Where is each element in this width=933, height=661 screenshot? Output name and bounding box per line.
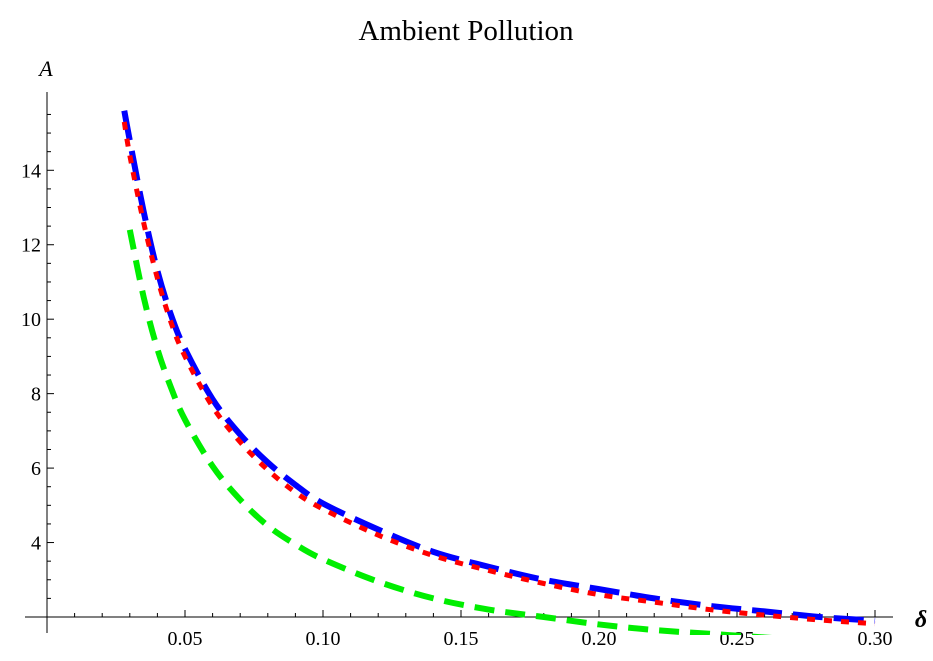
y-axis-label: A bbox=[37, 56, 53, 81]
y-tick-label: 12 bbox=[21, 235, 41, 257]
x-ticks: 0.05 0.10 0.15 0.20 0.25 0.30 bbox=[74, 610, 893, 650]
y-tick-label: 8 bbox=[31, 384, 41, 406]
y-tick-label: 6 bbox=[31, 458, 41, 480]
x-tick-label: 0.10 bbox=[306, 628, 341, 650]
x-tick-label: 0.30 bbox=[858, 628, 893, 650]
chart-title: Ambient Pollution bbox=[358, 15, 574, 47]
y-tick-label: 14 bbox=[21, 160, 41, 182]
x-tick-label: 0.05 bbox=[168, 628, 203, 650]
y-tick-label: 10 bbox=[21, 309, 41, 331]
series-line-dashed bbox=[126, 229, 773, 635]
x-tick-label: 0.20 bbox=[582, 628, 617, 650]
y-tick-label: 4 bbox=[31, 533, 41, 555]
series-line-dotted bbox=[121, 121, 876, 627]
series-line-long-dash bbox=[121, 110, 876, 624]
y-ticks: 4 6 8 10 12 14 bbox=[21, 113, 54, 599]
x-tick-label: 0.15 bbox=[444, 628, 479, 650]
x-tick-label: 0.25 bbox=[720, 628, 755, 650]
x-axis-label: δ bbox=[915, 607, 927, 633]
series-group bbox=[121, 110, 876, 635]
